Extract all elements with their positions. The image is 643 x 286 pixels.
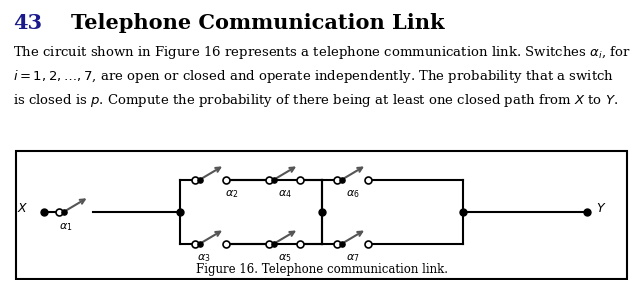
Text: $\alpha_4$: $\alpha_4$ xyxy=(278,188,291,200)
Text: $\alpha_6$: $\alpha_6$ xyxy=(345,188,359,200)
Text: $\alpha_5$: $\alpha_5$ xyxy=(278,252,291,264)
Text: $\alpha_7$: $\alpha_7$ xyxy=(345,252,359,264)
Text: Telephone Communication Link: Telephone Communication Link xyxy=(71,13,444,33)
Text: $Y$: $Y$ xyxy=(596,202,606,215)
Text: The circuit shown in Figure 16 represents a telephone communication link. Switch: The circuit shown in Figure 16 represent… xyxy=(13,44,631,110)
Text: $X$: $X$ xyxy=(17,202,28,215)
Text: 43: 43 xyxy=(13,13,42,33)
FancyBboxPatch shape xyxy=(16,151,627,279)
Text: $\alpha_2$: $\alpha_2$ xyxy=(225,188,239,200)
Text: Figure 16. Telephone communication link.: Figure 16. Telephone communication link. xyxy=(195,263,448,276)
Text: $\alpha_3$: $\alpha_3$ xyxy=(197,252,211,264)
Text: $\alpha_1$: $\alpha_1$ xyxy=(59,221,72,233)
